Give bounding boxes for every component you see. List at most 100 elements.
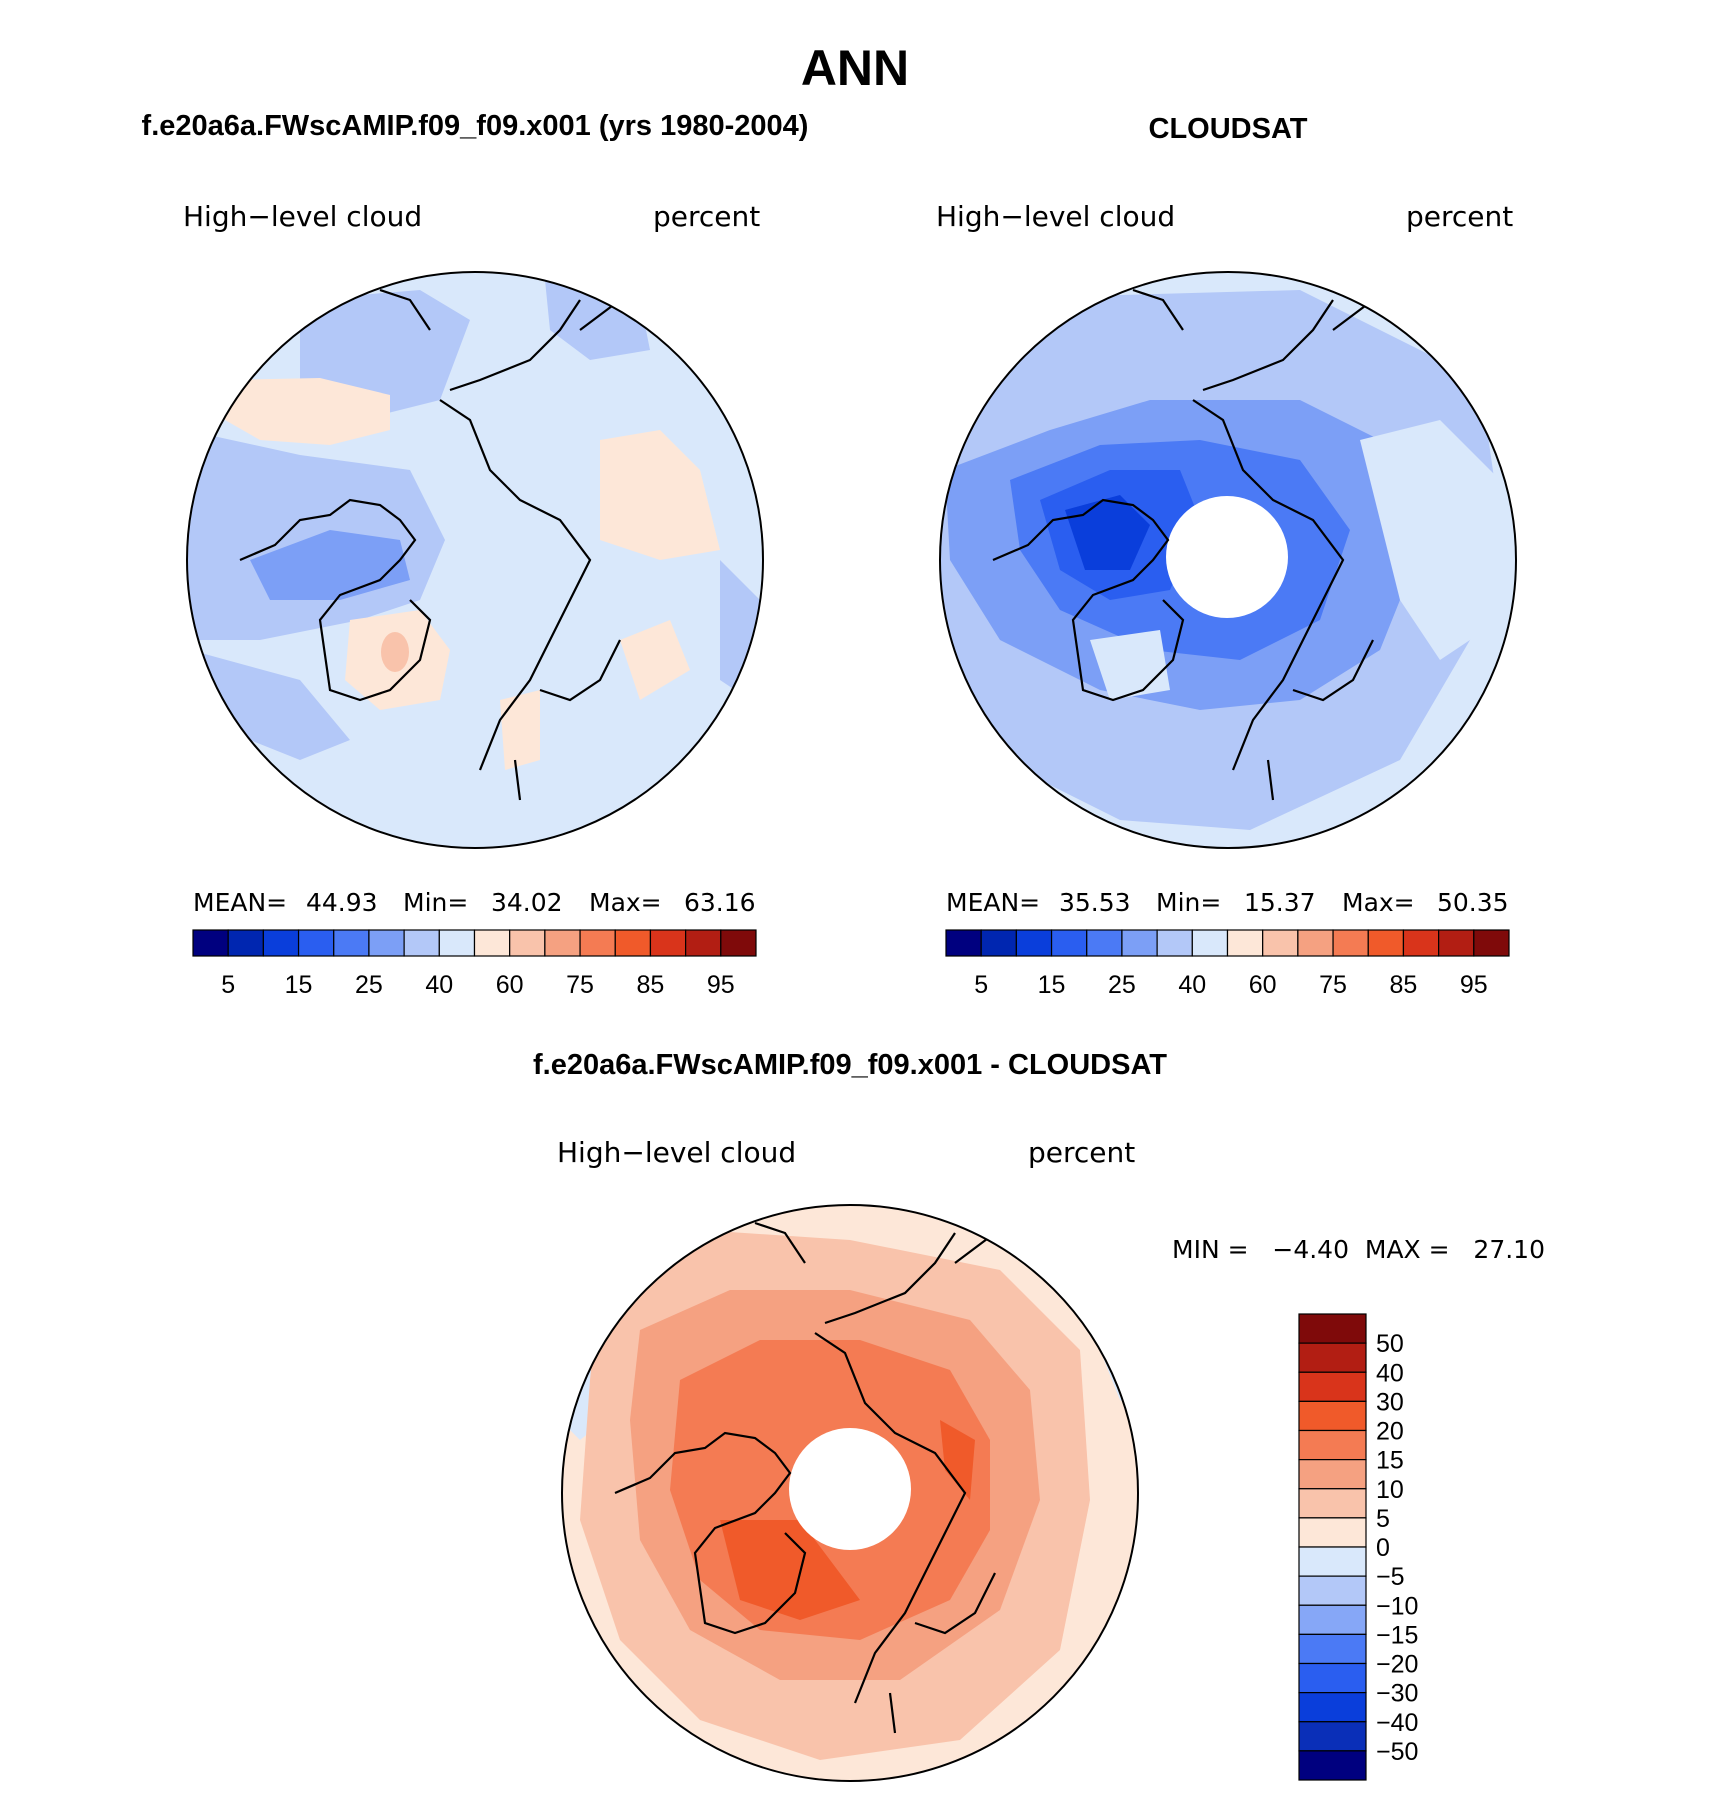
missing-data-hole <box>789 1428 911 1550</box>
colorbar-swatch <box>1402 929 1440 957</box>
colorbar-tick-label: 5 <box>1376 1505 1390 1533</box>
contour-region <box>381 632 409 672</box>
colorbar-tick-label: −40 <box>1376 1709 1418 1737</box>
units-label: percent <box>1406 200 1513 233</box>
colorbar-swatch <box>945 929 982 957</box>
colorbar-swatch <box>403 929 440 957</box>
colorbar-swatch <box>1298 1342 1367 1373</box>
panel-title: f.e20a6a.FWscAMIP.f09_f09.x001 (yrs 1980… <box>142 110 809 142</box>
colorbar-tick-label: 20 <box>1376 1418 1404 1446</box>
colorbar-tick-label: 50 <box>1376 1330 1404 1358</box>
colorbar-tick-label: 85 <box>1390 971 1418 999</box>
panel-model: f.e20a6a.FWscAMIP.f09_f09.x001 (yrs 1980… <box>142 110 809 999</box>
contour-region <box>1360 420 1500 660</box>
coastline <box>239 272 641 801</box>
colorbar-tick-label: 15 <box>1038 971 1066 999</box>
variable-label: High−level cloud <box>936 200 1175 233</box>
colorbar-swatch <box>544 929 581 957</box>
colorbar-tick-label: 15 <box>1376 1447 1404 1475</box>
contour-region <box>620 620 690 700</box>
colorbar-swatch <box>262 929 300 957</box>
colorbar-swatch <box>1298 1517 1367 1548</box>
panel-title: CLOUDSAT <box>1149 113 1308 145</box>
stats-line: MEAN= 44.93 Min= 34.02 Max= 63.16 <box>193 888 756 917</box>
colorbar-swatch <box>1298 1692 1367 1723</box>
contour-region <box>500 690 540 770</box>
colorbar-tick-label: 30 <box>1376 1388 1404 1416</box>
colorbar-tick-label: 60 <box>496 971 524 999</box>
colorbar-tick-label: −15 <box>1376 1621 1418 1649</box>
colorbar-swatch <box>1298 1546 1367 1577</box>
variable-label: High−level cloud <box>557 1136 796 1169</box>
colorbar: 5 15 25 40 60 75 85 95 <box>945 929 1510 999</box>
missing-data-hole <box>1166 496 1288 618</box>
colorbar-swatch <box>1191 929 1229 957</box>
contour-region <box>225 378 390 445</box>
colorbar-swatch <box>1298 1575 1367 1606</box>
contour-region <box>720 1520 860 1620</box>
colorbar-swatch <box>333 929 370 957</box>
max-label: Max= <box>589 888 662 917</box>
colorbar-swatch <box>649 929 687 957</box>
colorbar-swatch <box>1298 1459 1367 1490</box>
colorbar-swatch <box>1298 1429 1367 1461</box>
colorbar-swatch <box>1473 929 1510 957</box>
map-border <box>186 271 764 849</box>
colorbar-tick-label: 5 <box>221 971 235 999</box>
polar-map <box>187 272 763 848</box>
mean-value: 35.53 <box>1059 888 1131 917</box>
colorbar-swatch <box>1298 1371 1367 1402</box>
colorbar-tick-label: 25 <box>355 971 383 999</box>
colorbar-tick-label: 75 <box>566 971 594 999</box>
colorbar-swatch <box>1086 929 1123 957</box>
colorbar-swatch <box>1226 929 1264 957</box>
min-max-readout: MIN = −4.40 MAX = 27.10 <box>1172 1235 1545 1264</box>
colorbar-swatch <box>685 929 722 957</box>
colorbar-swatch <box>1262 929 1299 957</box>
panel-difference: f.e20a6a.FWscAMIP.f09_f09.x001 - CLOUDSA… <box>533 1049 1545 1782</box>
min-value: 15.37 <box>1244 888 1316 917</box>
colorbar-swatch <box>1298 1721 1367 1752</box>
units-label: percent <box>653 200 760 233</box>
colorbar-tick-label: 10 <box>1376 1476 1404 1504</box>
colorbar: 5 15 25 40 60 75 85 95 <box>192 929 757 999</box>
colorbar-swatch <box>509 929 546 957</box>
colorbar-swatch <box>1121 929 1158 957</box>
max-value: 63.16 <box>684 888 756 917</box>
map-border <box>939 271 1517 849</box>
colorbar-tick-label: 95 <box>707 971 735 999</box>
stats-line: MEAN= 35.53 Min= 15.37 Max= 50.35 <box>946 888 1509 917</box>
colorbar-swatch <box>1298 1400 1367 1432</box>
colorbar-swatch <box>1298 1604 1367 1635</box>
colorbar-swatch <box>1298 1633 1367 1665</box>
mean-value: 44.93 <box>306 888 378 917</box>
colorbar-swatch <box>1156 929 1193 957</box>
colorbar-tick-label: 40 <box>425 971 453 999</box>
colorbar-tick-label: 75 <box>1319 971 1347 999</box>
min-value: 34.02 <box>491 888 563 917</box>
polar-map <box>940 272 1516 848</box>
figure-title: ANN <box>801 40 909 96</box>
colorbar-swatch <box>579 929 616 957</box>
colorbar-swatch <box>1298 1313 1367 1344</box>
units-label: percent <box>1028 1136 1135 1169</box>
min-label: Min= <box>403 888 468 917</box>
colorbar-swatch <box>227 929 264 957</box>
colorbar-tick-label: 60 <box>1249 971 1277 999</box>
coastline <box>614 1205 1016 1734</box>
contour-region <box>190 650 350 760</box>
colorbar-tick-label: −20 <box>1376 1651 1418 1679</box>
colorbar-swatch <box>1298 1488 1367 1519</box>
colorbar-tick-label: 5 <box>974 971 988 999</box>
max-label: Max= <box>1342 888 1415 917</box>
colorbar-swatch <box>473 929 511 957</box>
mean-label: MEAN= <box>193 888 287 917</box>
contour-region <box>940 1420 975 1500</box>
colorbar-tick-label: 25 <box>1108 971 1136 999</box>
colorbar-swatch <box>1367 929 1405 957</box>
colorbar-tick-label: 40 <box>1178 971 1206 999</box>
colorbar-swatch <box>980 929 1017 957</box>
mean-label: MEAN= <box>946 888 1040 917</box>
